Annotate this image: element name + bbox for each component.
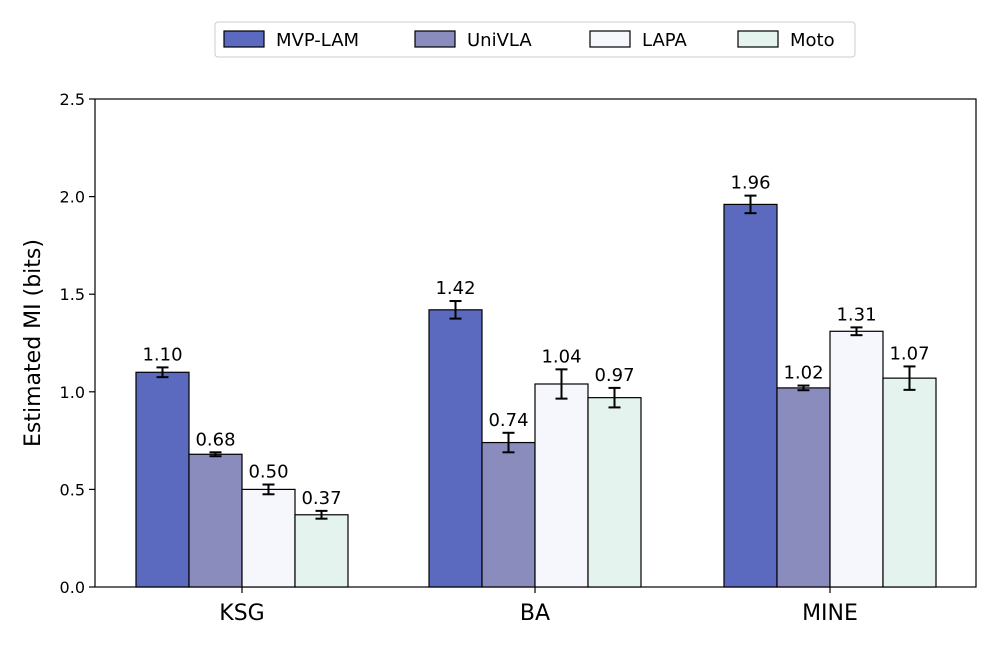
bars: 1.10 0.68 0.50 0.37 1.42 0.74 1.04 0.97 1.96 1.02…	[135, 173, 937, 588]
bar-moto-ksg	[294, 514, 349, 588]
legend-swatch-univla	[414, 30, 456, 48]
bar-moto-mine	[882, 377, 937, 588]
data-label: 0.37	[301, 488, 341, 509]
data-label: 1.04	[541, 346, 581, 367]
data-label: 1.10	[142, 344, 182, 365]
y-axis: 0.0 0.5 1.0 1.5 2.0 2.5	[60, 90, 95, 597]
data-label: 0.68	[195, 429, 235, 450]
legend-label: LAPA	[642, 30, 687, 51]
data-label: 1.07	[889, 343, 929, 364]
y-tick-label: 1.5	[60, 285, 85, 304]
y-tick-label: 0.0	[60, 578, 85, 597]
y-tick-label: 2.0	[60, 188, 85, 207]
legend-label: Moto	[790, 30, 835, 51]
legend: MVP-LAM UniVLA LAPA Moto	[214, 21, 856, 58]
x-tick-label: MINE	[802, 601, 858, 626]
data-label: 1.42	[435, 278, 475, 299]
x-tick-label: BA	[520, 601, 550, 626]
y-tick-label: 2.5	[60, 90, 85, 109]
bar-univla-ba	[481, 441, 536, 588]
bar-mvp-lam-ksg	[135, 371, 190, 588]
y-tick-label: 1.0	[60, 383, 85, 402]
y-tick-label: 0.5	[60, 480, 85, 499]
bar-moto-ba	[587, 397, 642, 588]
bar-mvp-lam-mine	[723, 203, 778, 588]
data-label: 1.02	[783, 363, 823, 384]
bar-lapa-ba	[534, 383, 589, 588]
legend-swatch-lapa	[589, 30, 631, 48]
bar-univla-mine	[776, 387, 831, 588]
y-axis-title: Estimated MI (bits)	[21, 239, 46, 447]
x-axis: KSG BA MINE	[219, 587, 858, 626]
bar-univla-ksg	[188, 453, 243, 588]
data-label: 0.50	[248, 462, 288, 483]
bar-mvp-lam-ba	[428, 309, 483, 588]
legend-swatch-moto	[737, 30, 779, 48]
data-label: 1.31	[836, 304, 876, 325]
legend-label: UniVLA	[467, 30, 532, 51]
data-label: 1.96	[730, 173, 770, 194]
legend-frame	[214, 21, 856, 58]
x-tick-label: KSG	[219, 601, 264, 626]
bar-lapa-ksg	[241, 488, 296, 588]
data-label: 0.97	[594, 365, 634, 386]
bar-lapa-mine	[829, 330, 884, 588]
legend-label: MVP-LAM	[276, 30, 359, 51]
legend-swatch-mvp-lam	[223, 30, 265, 48]
data-label: 0.74	[488, 410, 528, 431]
